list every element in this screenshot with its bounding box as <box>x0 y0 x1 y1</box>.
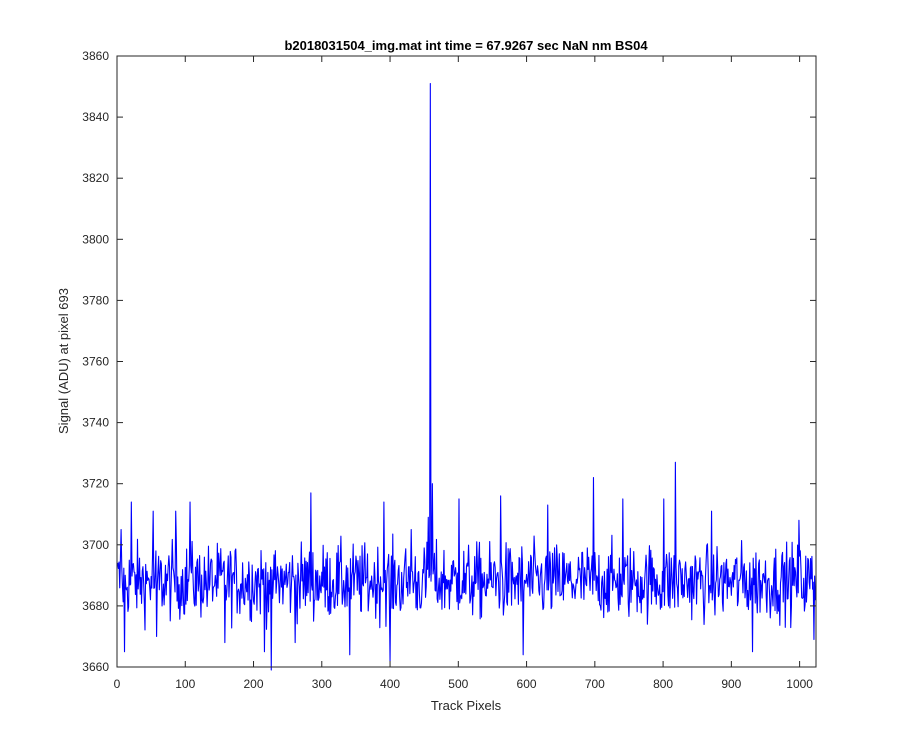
y-tick-label: 3660 <box>82 660 109 674</box>
y-tick-label: 3740 <box>82 416 109 430</box>
x-tick-label: 200 <box>244 677 264 691</box>
y-tick-label: 3780 <box>82 293 109 307</box>
x-tick-label: 700 <box>585 677 605 691</box>
x-tick-label: 500 <box>448 677 468 691</box>
x-tick-label: 100 <box>175 677 195 691</box>
x-tick-label: 600 <box>517 677 537 691</box>
y-ticks: 3660 3680 3700 3720 3740 3760 3780 3800 3820 3840… <box>82 49 816 674</box>
x-tick-label: 300 <box>312 677 332 691</box>
chart-title: b2018031504_img.mat int time = 67.9267 s… <box>284 38 648 53</box>
y-tick-label: 3840 <box>82 110 109 124</box>
y-tick-label: 3800 <box>82 232 109 246</box>
y-tick-label: 3760 <box>82 355 109 369</box>
x-tick-label: 800 <box>653 677 673 691</box>
y-axis-label: Signal (ADU) at pixel 693 <box>56 288 71 434</box>
series-line <box>117 82 817 671</box>
y-tick-label: 3820 <box>82 171 109 185</box>
x-ticks: 0 100 200 300 400 500 600 700 800 900 1000 <box>114 56 813 691</box>
series-layer <box>117 82 817 671</box>
x-axis-label: Track Pixels <box>431 698 502 713</box>
x-tick-label: 0 <box>114 677 121 691</box>
x-tick-label: 900 <box>721 677 741 691</box>
y-tick-label: 3720 <box>82 477 109 491</box>
x-tick-label: 1000 <box>786 677 813 691</box>
y-tick-label: 3700 <box>82 538 109 552</box>
y-tick-label: 3680 <box>82 599 109 613</box>
x-tick-label: 400 <box>380 677 400 691</box>
y-tick-label: 3860 <box>82 49 109 63</box>
